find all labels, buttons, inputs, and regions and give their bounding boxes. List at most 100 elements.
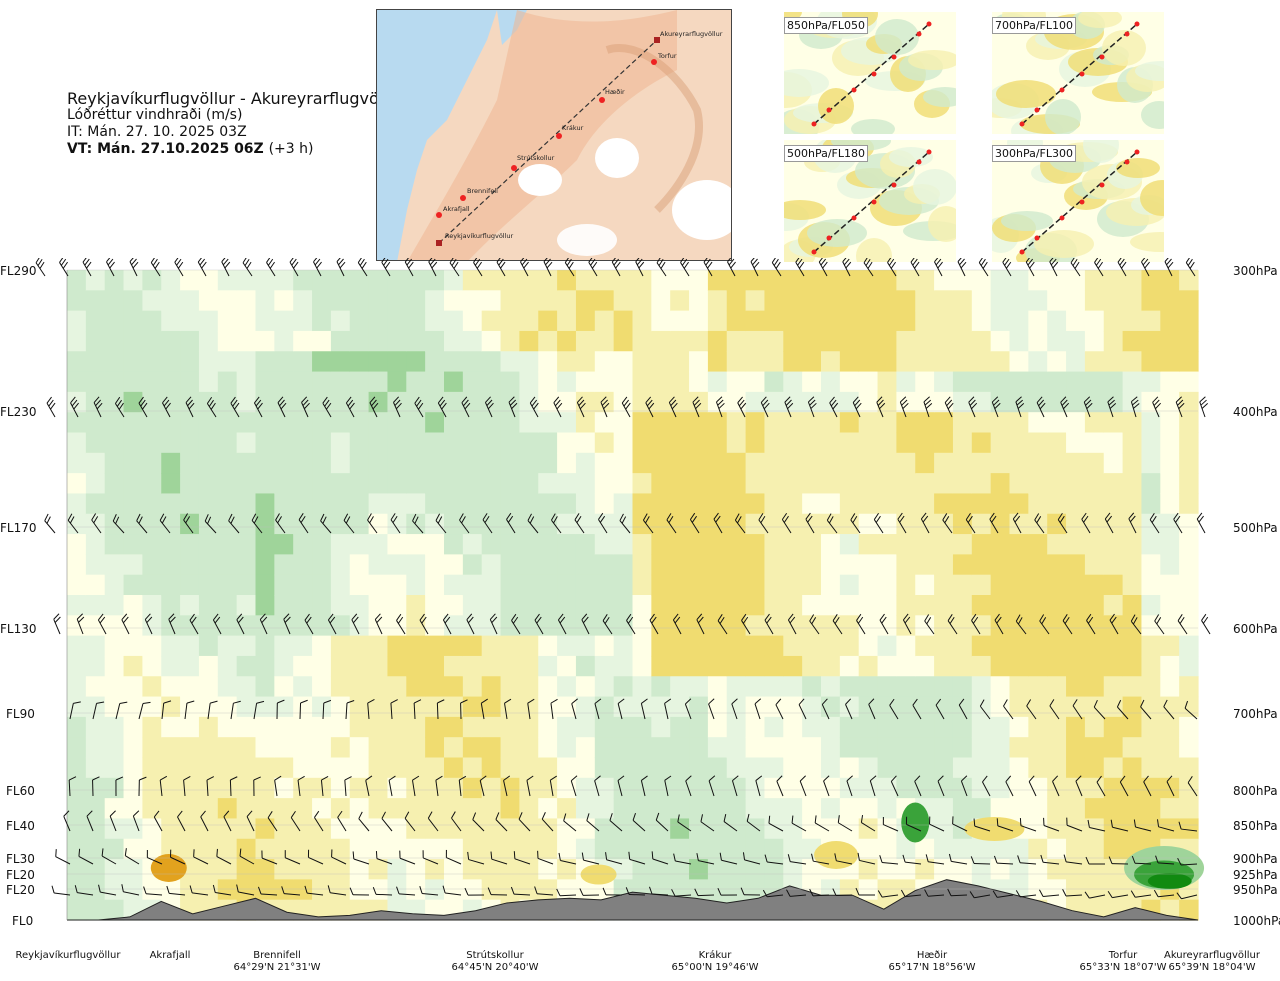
field-cell bbox=[67, 554, 87, 576]
field-cell bbox=[274, 432, 294, 454]
field-cell bbox=[85, 554, 106, 576]
field-cell bbox=[161, 270, 181, 291]
field-cell bbox=[726, 371, 747, 393]
waypoint-coord: 65°33'N 18°07'W bbox=[1079, 962, 1167, 973]
field-cell bbox=[1122, 513, 1143, 535]
field-cell bbox=[821, 493, 841, 515]
field-cell bbox=[330, 879, 351, 901]
field-cell bbox=[217, 818, 238, 840]
field-cell bbox=[387, 595, 407, 616]
wind-barb bbox=[719, 852, 738, 865]
field-cell bbox=[142, 371, 162, 393]
field-cell bbox=[67, 432, 87, 454]
field-cell bbox=[613, 676, 634, 698]
field-cell bbox=[990, 371, 1011, 393]
field-cell bbox=[1103, 412, 1124, 434]
field-cell bbox=[670, 716, 690, 738]
field-cell bbox=[1009, 716, 1029, 738]
field-cell bbox=[180, 716, 200, 738]
field-cell bbox=[444, 818, 464, 840]
field-cell bbox=[594, 452, 615, 474]
field-cell bbox=[745, 513, 766, 535]
field-cell bbox=[198, 655, 219, 677]
field-cell bbox=[180, 615, 200, 637]
field-cell bbox=[444, 290, 464, 312]
field-cell bbox=[161, 879, 181, 901]
field-cell bbox=[1066, 838, 1086, 860]
field-cell bbox=[1028, 798, 1048, 820]
field-cell bbox=[821, 635, 841, 657]
field-cell bbox=[858, 371, 879, 393]
field-cell bbox=[217, 757, 238, 779]
field-cell bbox=[425, 655, 445, 677]
wind-barb bbox=[484, 396, 494, 418]
field-cell bbox=[745, 493, 766, 515]
field-cell bbox=[85, 899, 106, 921]
wind-barb bbox=[978, 258, 989, 277]
field-cell bbox=[462, 595, 483, 616]
field-cell bbox=[1084, 371, 1105, 393]
field-cell bbox=[802, 351, 822, 373]
wind-barb bbox=[934, 258, 943, 277]
field-cell bbox=[1179, 798, 1199, 820]
field-cell bbox=[1066, 615, 1086, 637]
wind-barb bbox=[924, 614, 935, 635]
field-cell bbox=[349, 798, 370, 820]
field-cell bbox=[538, 554, 558, 576]
field-cell bbox=[557, 676, 577, 698]
wind-barb bbox=[124, 848, 140, 865]
field-cell bbox=[896, 595, 916, 616]
field-cell bbox=[349, 777, 370, 799]
field-cell bbox=[368, 676, 389, 698]
field-cell bbox=[651, 473, 671, 495]
field-cell bbox=[934, 432, 954, 454]
field-cell bbox=[500, 452, 520, 474]
field-cell bbox=[707, 655, 728, 677]
field-cell bbox=[104, 330, 125, 352]
wind-barb bbox=[1049, 699, 1060, 720]
wind-barb bbox=[586, 813, 600, 832]
field-cell bbox=[406, 777, 426, 799]
field-cell bbox=[481, 859, 502, 880]
field-cell bbox=[707, 574, 728, 596]
field-cell bbox=[726, 432, 747, 454]
field-cell bbox=[613, 412, 634, 434]
field-cell bbox=[198, 595, 219, 616]
wind-barb bbox=[666, 513, 677, 534]
field-cell bbox=[406, 554, 426, 576]
field-cell bbox=[783, 371, 803, 393]
field-cell bbox=[934, 676, 954, 698]
wind-barb bbox=[857, 852, 876, 865]
wind-barb bbox=[708, 698, 715, 720]
field-cell bbox=[349, 493, 370, 515]
field-cell bbox=[387, 270, 407, 291]
field-cell bbox=[594, 534, 615, 555]
field-cell bbox=[613, 270, 634, 291]
mini-map-waypoint bbox=[1099, 54, 1105, 60]
field-cell bbox=[519, 635, 539, 657]
field-cell bbox=[293, 798, 313, 820]
wind-barb bbox=[404, 811, 416, 832]
field-cell bbox=[312, 696, 332, 718]
field-cell bbox=[783, 351, 803, 373]
wind-barb bbox=[68, 776, 77, 797]
field-cell bbox=[783, 493, 803, 515]
field-cell bbox=[934, 270, 954, 291]
field-cell bbox=[952, 696, 973, 718]
field-cell bbox=[180, 432, 200, 454]
field-cell bbox=[387, 615, 407, 637]
field-cell bbox=[1047, 554, 1067, 576]
field-cell bbox=[821, 351, 841, 373]
field-cell bbox=[632, 757, 652, 779]
terrain-profile bbox=[67, 879, 1199, 921]
field-cell bbox=[1179, 615, 1199, 637]
field-cell bbox=[104, 391, 125, 413]
mini-map-waypoint bbox=[926, 21, 932, 27]
field-cell bbox=[1028, 595, 1048, 616]
field-cell bbox=[104, 676, 125, 698]
field-cell bbox=[293, 310, 313, 332]
field-cell bbox=[1084, 290, 1105, 312]
wind-barb bbox=[177, 810, 186, 832]
field-cell bbox=[1047, 879, 1067, 901]
field-cell bbox=[1122, 818, 1143, 840]
